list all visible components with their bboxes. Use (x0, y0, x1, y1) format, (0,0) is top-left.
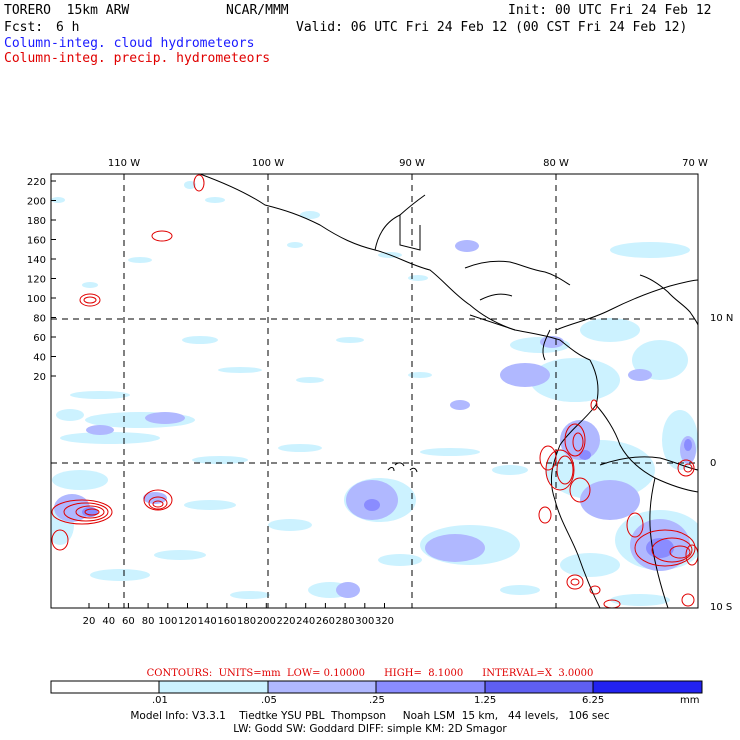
x-tick-label: 300 (355, 616, 374, 627)
x-tick-label: 260 (316, 616, 335, 627)
precip-contours (51, 174, 698, 608)
grid-lines (51, 174, 698, 608)
cloud-field-title: Column-integ. cloud hydrometeors (4, 36, 255, 51)
x-tick-label: 120 (178, 616, 197, 627)
x-tick-label: 60 (122, 616, 135, 627)
x-tick-label: 160 (217, 616, 236, 627)
legend-swatch-4 (484, 680, 594, 694)
x-tick-label: 280 (336, 616, 355, 627)
longitude-label: 80 W (543, 158, 569, 169)
y-tick-label: 40 (33, 353, 46, 364)
model-info-line1: Model Info: V3.3.1 Tiedtke YSU PBL Thomp… (130, 710, 610, 722)
y-tick-label: 100 (27, 294, 46, 305)
forecast-hour: 6 h (56, 20, 80, 35)
longitude-label: 100 W (252, 158, 284, 169)
x-tick-label: 320 (375, 616, 394, 627)
x-tick-label: 140 (198, 616, 217, 627)
y-tick-label: 220 (27, 177, 46, 188)
legend-swatch-5 (592, 680, 703, 694)
x-tick-label: 240 (296, 616, 315, 627)
longitude-label: 90 W (399, 158, 425, 169)
map-plot (51, 174, 698, 608)
y-tick-label: 160 (27, 236, 46, 247)
legend-swatch-2 (267, 680, 377, 694)
init-time: Init: 00 UTC Fri 24 Feb 12 (508, 3, 712, 18)
model-info-line2: LW: Godd SW: Goddard DIFF: simple KM: 2D… (233, 723, 507, 735)
land-coastlines (199, 174, 698, 608)
legend-label-1: .01 (152, 695, 168, 706)
x-tick-label: 220 (276, 616, 295, 627)
legend-label-4: 1.25 (474, 695, 497, 706)
contour-info: CONTOURS: UNITS=mm LOW= 0.10000 HIGH= 8.… (146, 668, 594, 679)
legend-label-2: .05 (261, 695, 277, 706)
x-tick-label: 20 (83, 616, 96, 627)
y-tick-label: 20 (33, 372, 46, 383)
y-tick-label: 60 (33, 333, 46, 344)
latitude-label: 10 N (710, 313, 733, 324)
legend-swatch-3 (375, 680, 486, 694)
org-label: NCAR/MMM (226, 3, 289, 18)
y-tick-label: 120 (27, 275, 46, 286)
y-tick-label: 180 (27, 216, 46, 227)
plot-frame (50, 173, 699, 609)
model-title: TORERO 15km ARW (4, 3, 130, 18)
x-tick-label: 180 (237, 616, 256, 627)
x-tick-label: 80 (142, 616, 155, 627)
y-tick-label: 200 (27, 197, 46, 208)
forecast-label: Fcst: (4, 20, 44, 35)
longitude-label: 110 W (108, 158, 140, 169)
latitude-label: 0 (710, 458, 716, 469)
x-tick-label: 40 (102, 616, 115, 627)
legend-label-5: 6.25 (582, 695, 605, 706)
legend-swatch-0 (50, 680, 160, 694)
x-tick-label: 200 (257, 616, 276, 627)
x-tick-label: 100 (158, 616, 177, 627)
legend-colorbar (50, 680, 703, 694)
latitude-label: 10 S (710, 602, 732, 613)
longitude-label: 70 W (682, 158, 708, 169)
precip-field-title: Column-integ. precip. hydrometeors (4, 51, 271, 66)
valid-time: Valid: 06 UTC Fri 24 Feb 12 (00 CST Fri … (296, 20, 688, 35)
y-tick-label: 80 (33, 314, 46, 325)
axis-ticks (51, 180, 385, 608)
y-tick-label: 140 (27, 255, 46, 266)
legend-unit: mm (680, 695, 700, 706)
legend-swatch-1 (158, 680, 269, 694)
legend-label-3: .25 (369, 695, 385, 706)
